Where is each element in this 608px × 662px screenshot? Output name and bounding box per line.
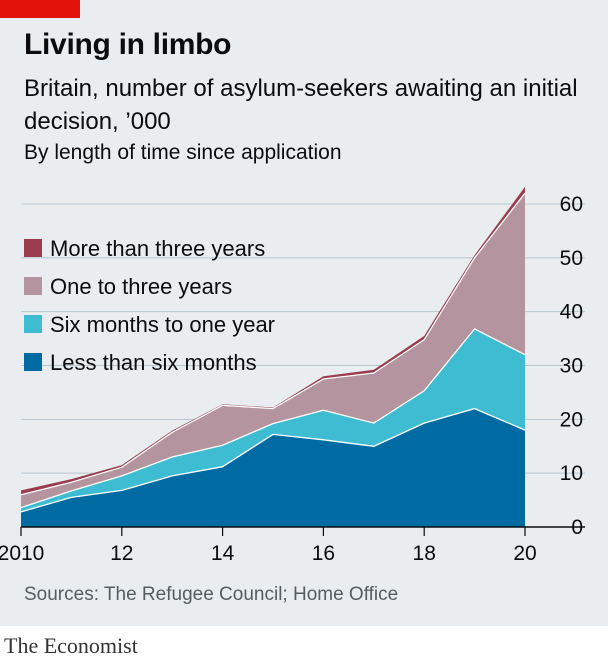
legend-swatch-more-than-three-years — [24, 239, 42, 257]
x-tick-label-2010: 2010 — [0, 542, 44, 565]
legend-swatch-six-months-to-one-year — [24, 315, 42, 333]
x-tick-label-2012: 12 — [110, 542, 133, 565]
series-separator-0 — [20, 407, 526, 513]
y-tick-label-0: 0 — [571, 516, 583, 539]
chart-title: Living in limbo — [24, 28, 232, 61]
source-note: Sources: The Refugee Council; Home Offic… — [24, 584, 399, 605]
series-separator-1 — [20, 328, 526, 509]
legend-label-one-to-three-years: One to three years — [50, 274, 232, 299]
y-tick-label-40: 40 — [560, 301, 583, 324]
legend-label-six-months-to-one-year: Six months to one year — [50, 312, 275, 337]
footer-bar — [0, 626, 608, 662]
brand-red-tag — [0, 0, 80, 18]
legend-label-more-than-three-years: More than three years — [50, 236, 265, 261]
y-tick-label-10: 10 — [560, 462, 583, 485]
legend-swatch-less-than-six-months — [24, 353, 42, 371]
y-tick-label-50: 50 — [560, 247, 583, 270]
area-chart: 0 10 20 30 40 50 60 2010 12 14 16 18 20 More than thr… — [0, 186, 585, 565]
legend-label-less-than-six-months: Less than six months — [50, 350, 257, 375]
y-tick-label-60: 60 — [560, 193, 583, 216]
x-tick-label-2020: 20 — [513, 542, 536, 565]
y-tick-label-30: 30 — [560, 355, 583, 378]
area-six-months-to-one-year — [21, 328, 525, 512]
x-tick-label-2014: 14 — [211, 542, 235, 565]
x-tick-label-2016: 16 — [312, 542, 335, 565]
chart-subtitle: Britain, number of asylum-seekers awaiti… — [24, 75, 578, 135]
legend-swatch-one-to-three-years — [24, 277, 42, 295]
y-tick-label-20: 20 — [560, 408, 583, 431]
chart-note: By length of time since application — [24, 141, 342, 164]
brand-logo-text: The Economist — [4, 633, 138, 658]
series-separator-2 — [20, 192, 526, 496]
area-less-than-six-months — [21, 408, 525, 527]
x-tick-label-2018: 18 — [413, 542, 436, 565]
area-one-to-three-years — [21, 193, 525, 508]
